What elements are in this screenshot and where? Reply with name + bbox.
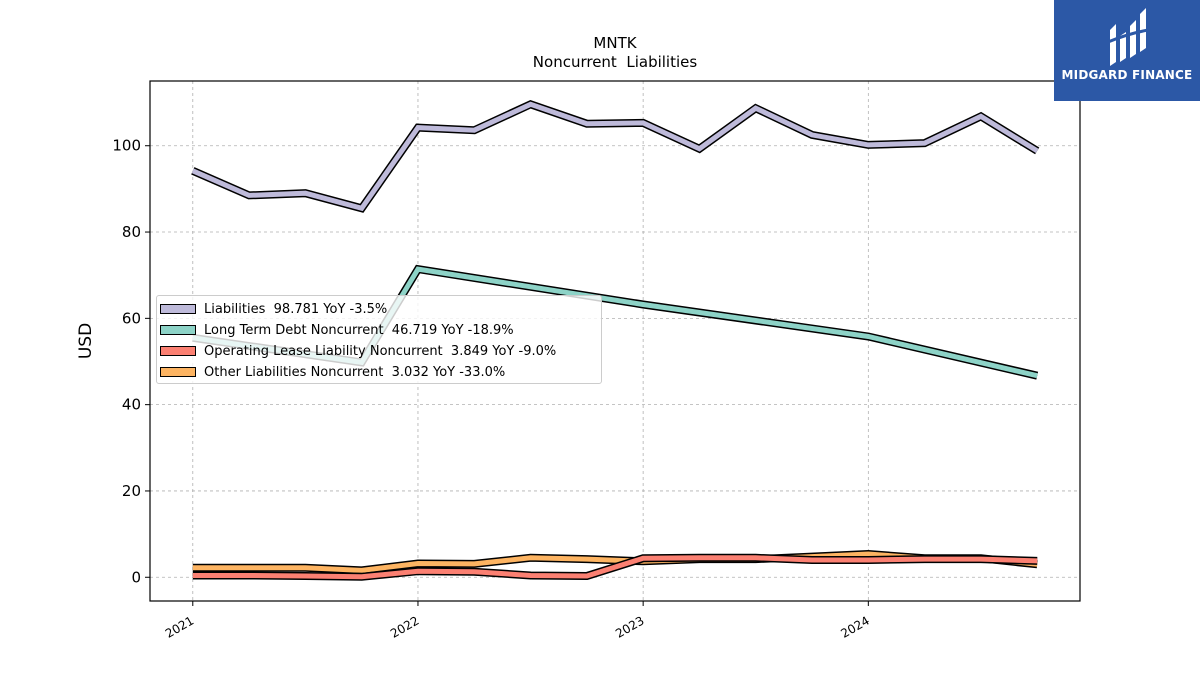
y-tick-label: 80 [122,223,141,241]
series-line [191,101,1039,212]
y-tick-label: 20 [122,482,141,500]
y-tick-label: 0 [131,568,141,586]
x-tick-label: 2024 [838,613,871,640]
grid [150,81,1080,601]
y-axis: 0 20 40 60 80 100 [112,137,150,586]
y-tick-label: 60 [122,309,141,327]
legend-label: Long Term Debt Noncurrent 46.719 YoY -18… [204,322,514,338]
logo-icon [1107,8,1149,66]
series-outline [191,99,1040,213]
y-tick-label: 40 [122,396,141,414]
y-tick-label: 100 [112,137,141,155]
x-tick-label: 2023 [613,613,646,640]
series-liabilities [191,99,1040,213]
x-tick-label: 2021 [163,613,196,640]
plot-frame [149,80,1081,602]
legend-swatch [160,367,196,377]
brand-logo: MIDGARD FINANCE [1054,0,1200,101]
series-operating-lease-liability-noncurrent [192,553,1038,581]
x-axis: 2021 2022 2023 2024 [163,601,872,641]
legend-label: Liabilities 98.781 YoY -3.5% [204,301,388,317]
y-axis-label: USD [76,323,96,359]
legend-label: Operating Lease Liability Noncurrent 3.8… [204,343,557,359]
series-line [192,555,1038,580]
legend-swatch [160,325,196,335]
legend-entry: Long Term Debt Noncurrent 46.719 YoY -18… [160,321,514,339]
legend-entry: Liabilities 98.781 YoY -3.5% [160,300,387,318]
chart-subtitle: Noncurrent Liabilities [533,53,698,71]
legend-entry: Operating Lease Liability Noncurrent 3.8… [160,342,556,360]
legend-swatch [160,346,196,356]
chart-title: MNTK [593,34,637,52]
legend-entry: Other Liabilities Noncurrent 3.032 YoY -… [160,363,505,381]
legend: Liabilities 98.781 YoY -3.5% Long Term D… [156,295,602,384]
logo-text: MIDGARD FINANCE [1061,68,1193,82]
x-tick-label: 2022 [388,613,421,640]
legend-swatch [160,304,196,314]
legend-label: Other Liabilities Noncurrent 3.032 YoY -… [204,364,506,380]
